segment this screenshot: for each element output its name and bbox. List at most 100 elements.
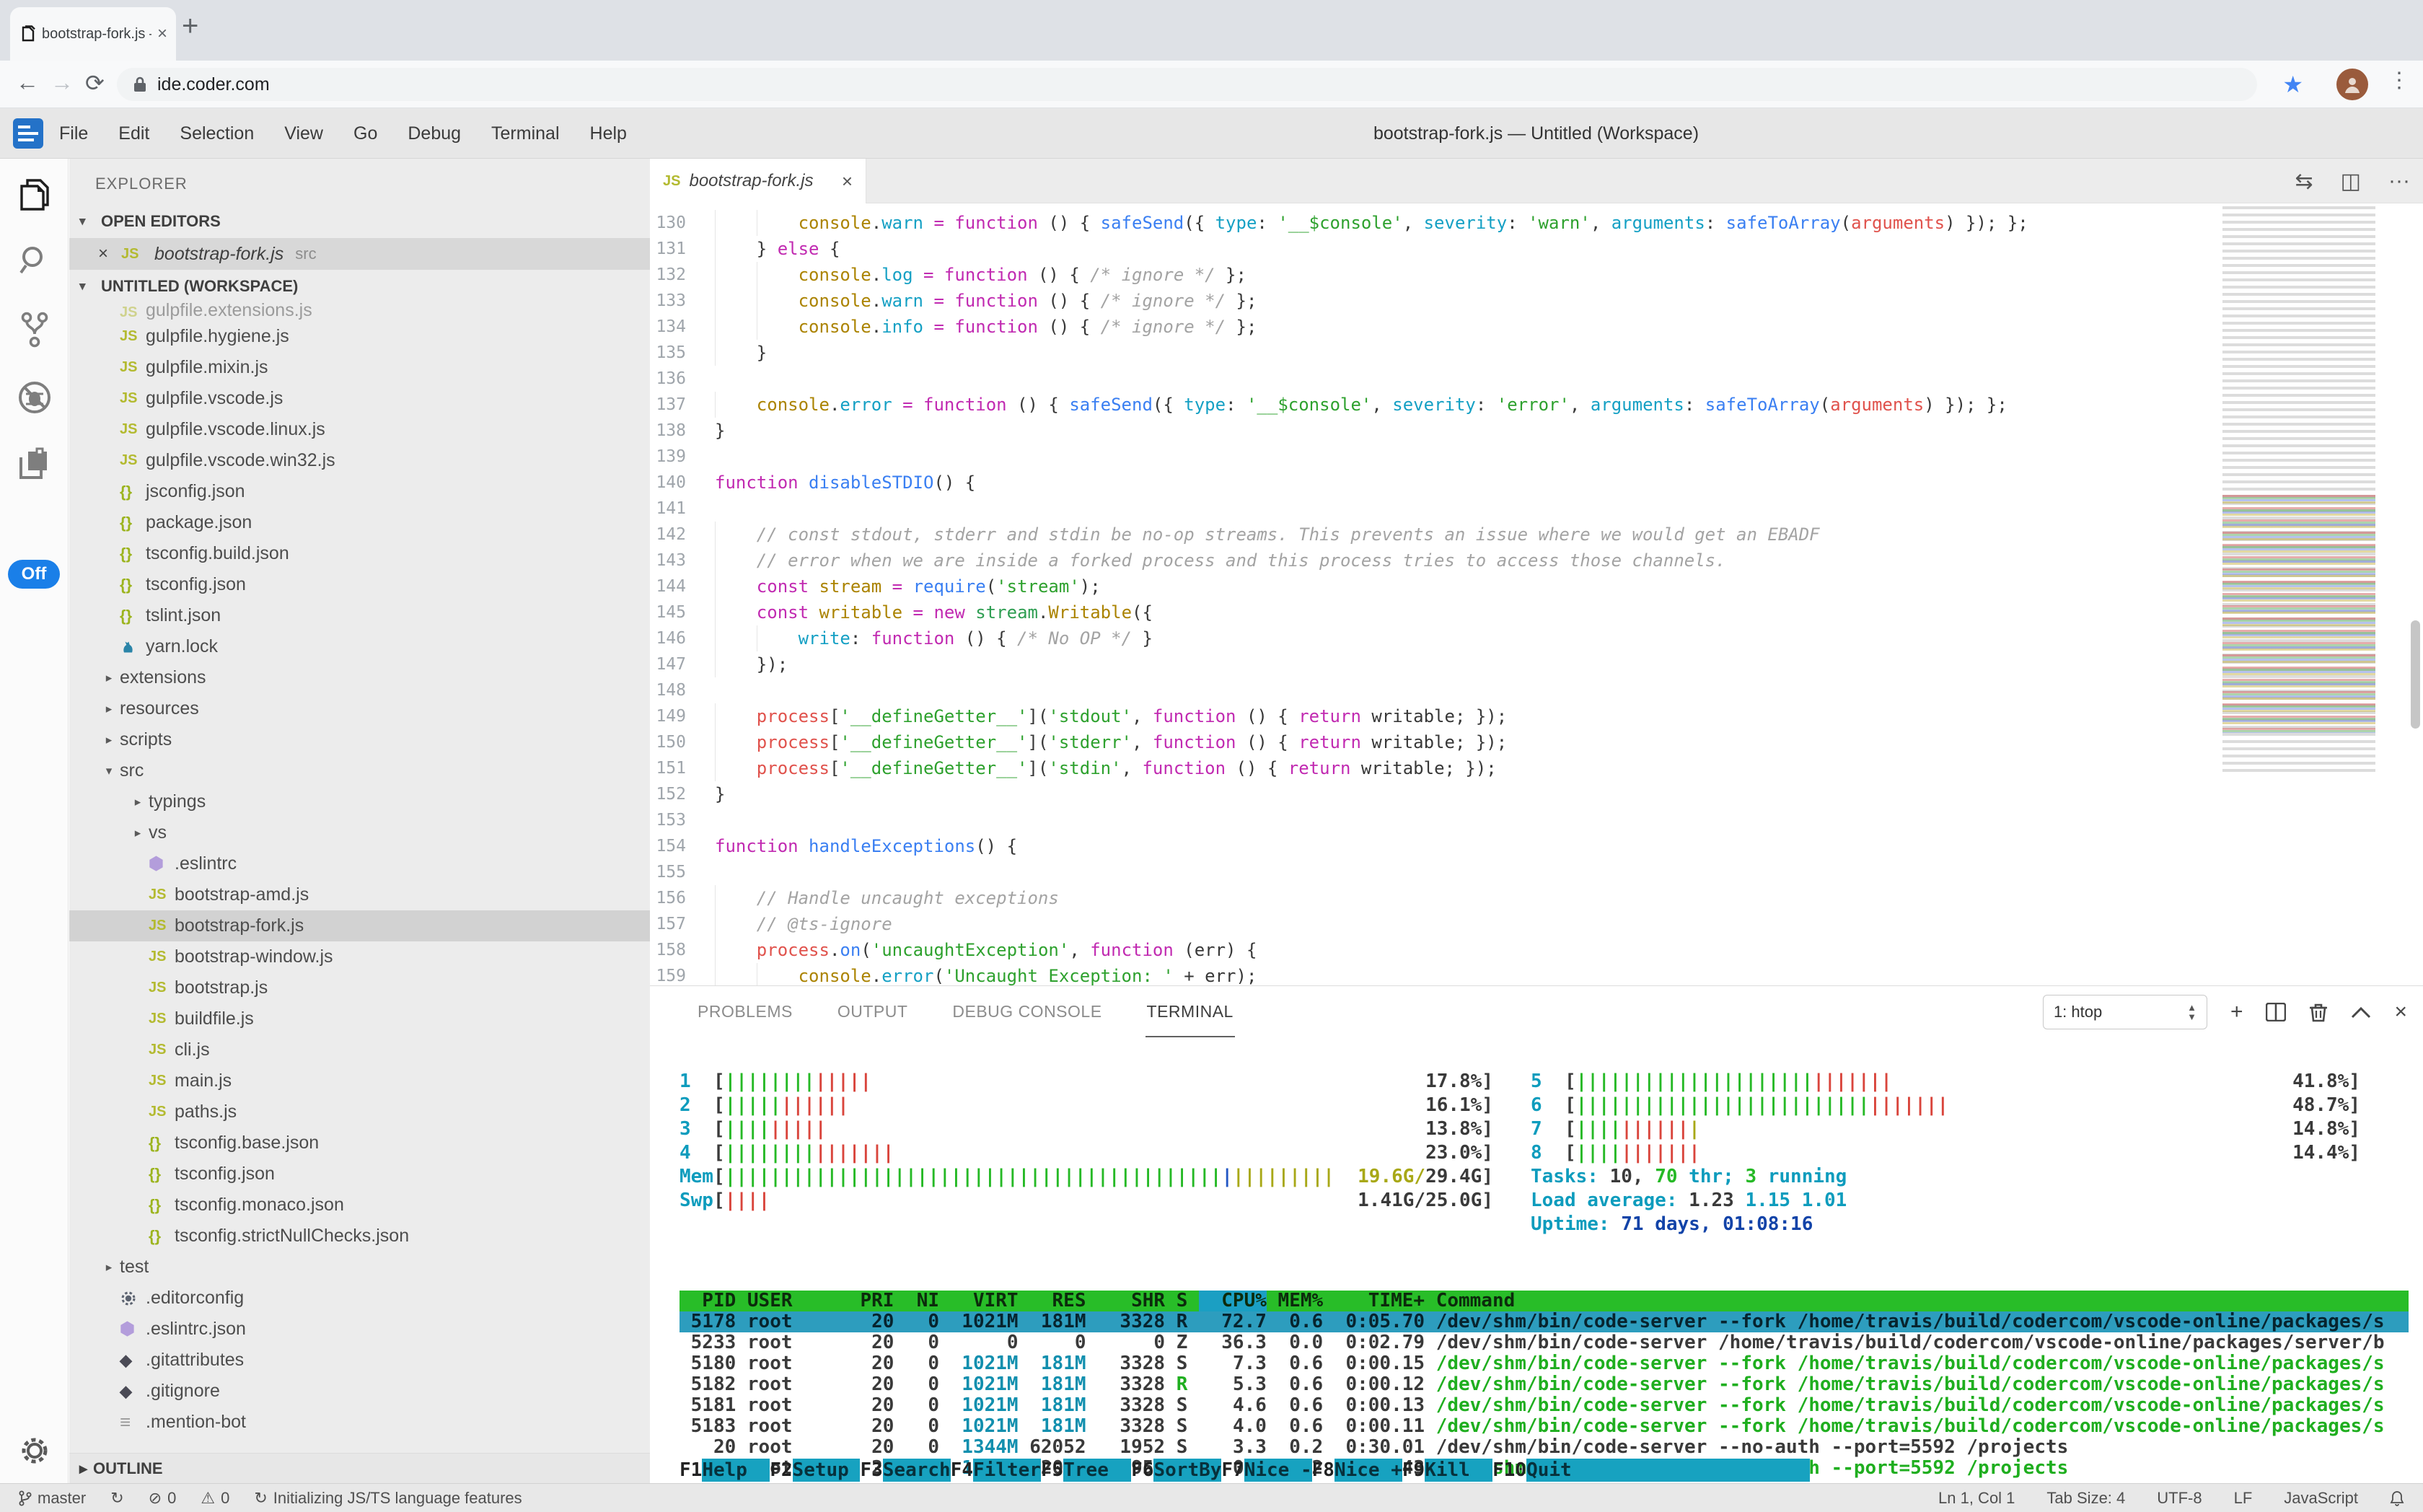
language-status[interactable]: ↻ Initializing JS/TS language features <box>254 1488 522 1507</box>
notifications-bell-icon[interactable] <box>2390 1490 2404 1506</box>
fkey-label[interactable]: Quit <box>1526 1459 1572 1482</box>
fkey-label[interactable]: Nice + <box>1334 1459 1402 1482</box>
tree-item[interactable]: .editorconfig <box>69 1283 650 1314</box>
htop-table-header[interactable]: PID USER PRI NI VIRT RES SHR S CPU% MEM% TIME+ Comm… <box>680 1291 2409 1311</box>
open-editor-item[interactable]: × JS bootstrap-fork.js src <box>69 238 650 270</box>
tree-folder-test[interactable]: ▸ test <box>69 1252 650 1283</box>
menu-view[interactable]: View <box>284 123 323 144</box>
fkey-label[interactable]: Setup <box>792 1459 861 1482</box>
fkey-F9[interactable]: F9 <box>1402 1459 1425 1481</box>
code-editor[interactable]: 130 console.warn = function () { safeSen… <box>650 204 2423 985</box>
off-badge[interactable]: Off <box>8 560 60 589</box>
tree-folder-vs[interactable]: ▸ vs <box>69 817 650 848</box>
more-actions-icon[interactable]: ··· <box>2388 169 2410 193</box>
menu-debug[interactable]: Debug <box>408 123 462 144</box>
tree-item[interactable]: JS gulpfile.extensions.js <box>69 303 650 321</box>
section-open-editors[interactable]: ▾ OPEN EDITORS <box>79 212 221 230</box>
cursor-position[interactable]: Ln 1, Col 1 <box>1938 1488 2015 1507</box>
settings-gear-icon[interactable] <box>0 1434 69 1467</box>
tree-folder-typings[interactable]: ▸ typings <box>69 786 650 817</box>
panel-tab-debug-console[interactable]: DEBUG CONSOLE <box>952 1001 1102 1021</box>
fkey-label[interactable]: Search <box>882 1459 951 1482</box>
panel-tab-terminal[interactable]: TERMINAL <box>1145 988 1235 1037</box>
fkey-F7[interactable]: F7 <box>1221 1459 1244 1481</box>
process-row[interactable]: 5233 root 20 0 0 0 0 Z 36.3 0.0 0:02.79/dev/shm/bi… <box>690 1332 2385 1353</box>
menu-edit[interactable]: Edit <box>118 123 150 144</box>
fkey-label[interactable]: Nice - <box>1244 1459 1312 1482</box>
menu-selection[interactable]: Selection <box>180 123 255 144</box>
warning-count[interactable]: ⚠ 0 <box>201 1488 230 1507</box>
tree-item[interactable]: JS main.js <box>69 1065 650 1096</box>
back-icon[interactable]: ← <box>16 69 39 95</box>
fkey-label[interactable]: Tree <box>1063 1459 1132 1482</box>
source-control-icon[interactable] <box>0 312 69 348</box>
tree-item[interactable]: ⬢ .eslintrc <box>69 848 650 879</box>
fkey-F1[interactable]: F1 <box>680 1459 703 1481</box>
explorer-icon[interactable] <box>0 177 69 212</box>
tree-item[interactable]: {} tsconfig.base.json <box>69 1128 650 1159</box>
fkey-F5[interactable]: F5 <box>1040 1459 1064 1481</box>
tree-item[interactable]: JS paths.js <box>69 1096 650 1128</box>
tree-folder-scripts[interactable]: ▸ scripts <box>69 724 650 755</box>
branch-indicator[interactable]: master <box>19 1489 86 1508</box>
tree-item[interactable]: ⬢ .eslintrc.json <box>69 1314 650 1345</box>
split-editor-icon[interactable]: ◫ <box>2340 169 2362 193</box>
split-terminal-icon[interactable] <box>2266 1003 2287 1021</box>
language-mode[interactable]: JavaScript <box>2284 1488 2358 1507</box>
encoding[interactable]: UTF-8 <box>2157 1488 2202 1507</box>
tree-item[interactable]: {} package.json <box>69 507 650 538</box>
bookmark-star-icon[interactable]: ★ <box>2282 71 2303 97</box>
process-row[interactable]: 5180 root 20 0 1021M 181M 3328 S 7.3 0.6 0:00.15/d… <box>690 1353 2385 1374</box>
kill-terminal-icon[interactable] <box>2309 1002 2328 1022</box>
open-changes-icon[interactable]: ⇆ <box>2295 169 2313 193</box>
search-icon[interactable] <box>0 244 69 277</box>
browser-menu-icon[interactable]: ⋮ <box>2388 69 2410 92</box>
tree-folder-resources[interactable]: ▸ resources <box>69 693 650 724</box>
tree-item[interactable]: {} tsconfig.json <box>69 1159 650 1190</box>
reload-icon[interactable]: ⟳ <box>85 70 105 96</box>
avatar[interactable] <box>2336 69 2368 100</box>
menu-terminal[interactable]: Terminal <box>491 123 560 144</box>
maximize-panel-icon[interactable] <box>2351 1006 2371 1019</box>
fkey-F4[interactable]: F4 <box>950 1459 974 1481</box>
fkey-F3[interactable]: F3 <box>860 1459 883 1481</box>
process-row[interactable]: 5181 root 20 0 1021M 181M 3328 S 4.6 0.6 0:00.13/d… <box>690 1394 2385 1416</box>
terminal-select[interactable]: 1: htop ▲ ▼ <box>2042 995 2207 1029</box>
fkey-F10[interactable]: F10 <box>1492 1459 1527 1481</box>
tree-item[interactable]: JS cli.js <box>69 1034 650 1065</box>
menu-help[interactable]: Help <box>589 123 627 144</box>
browser-tab[interactable]: bootstrap-fork.js — Untitled (V × <box>10 7 176 61</box>
tree-item[interactable]: ◆ .gitattributes <box>69 1345 650 1376</box>
editor-scrollbar[interactable] <box>2411 620 2420 729</box>
app-logo-icon[interactable] <box>13 118 43 149</box>
fkey-label[interactable]: Kill <box>1425 1459 1493 1482</box>
tree-item[interactable]: JS bootstrap-fork.js <box>69 910 650 941</box>
tree-item[interactable]: yarn.lock <box>69 631 650 662</box>
process-row[interactable]: 5178 root 20 0 1021M 181M 3328 R 72.7 0.6 0:05.70/… <box>680 1311 2409 1332</box>
fkey-F2[interactable]: F2 <box>770 1459 793 1481</box>
menu-file[interactable]: File <box>59 123 89 144</box>
extensions-icon[interactable] <box>0 447 69 480</box>
process-row[interactable]: 5182 root 20 0 1021M 181M 3328 R 5.3 0.6 0:00.12/d… <box>690 1373 2385 1395</box>
terminal[interactable]: 1[||||||||||||| 17.8%] 2[||||||||||| 16.1%]… <box>680 1044 2409 1483</box>
tree-item[interactable]: JS gulpfile.vscode.js <box>69 383 650 414</box>
indent-setting[interactable]: Tab Size: 4 <box>2046 1488 2126 1507</box>
process-row[interactable]: 5183 root 20 0 1021M 181M 3328 S 4.0 0.6 0:00.11/d… <box>690 1415 2385 1437</box>
tree-folder-extensions[interactable]: ▸ extensions <box>69 662 650 693</box>
tree-item[interactable]: JS gulpfile.hygiene.js <box>69 321 650 352</box>
tree-item[interactable]: {} tsconfig.json <box>69 569 650 600</box>
editor-tab-close-icon[interactable]: × <box>841 170 853 192</box>
debug-disabled-icon[interactable] <box>0 379 69 416</box>
fkey-label[interactable]: Help <box>702 1459 770 1482</box>
tree-item[interactable]: {} tsconfig.monaco.json <box>69 1190 650 1221</box>
minimap[interactable] <box>2222 206 2375 776</box>
new-terminal-icon[interactable]: + <box>2230 1000 2243 1024</box>
tree-item[interactable]: {} tslint.json <box>69 600 650 631</box>
menu-go[interactable]: Go <box>353 123 378 144</box>
fkey-F8[interactable]: F8 <box>1311 1459 1334 1481</box>
url-bar[interactable]: ide.coder.com <box>117 68 2257 101</box>
tree-item[interactable]: ≡ .mention-bot <box>69 1407 650 1438</box>
tree-item[interactable]: JS gulpfile.vscode.linux.js <box>69 414 650 445</box>
tree-item[interactable]: {} tsconfig.build.json <box>69 538 650 569</box>
tab-close-icon[interactable]: × <box>157 24 167 43</box>
